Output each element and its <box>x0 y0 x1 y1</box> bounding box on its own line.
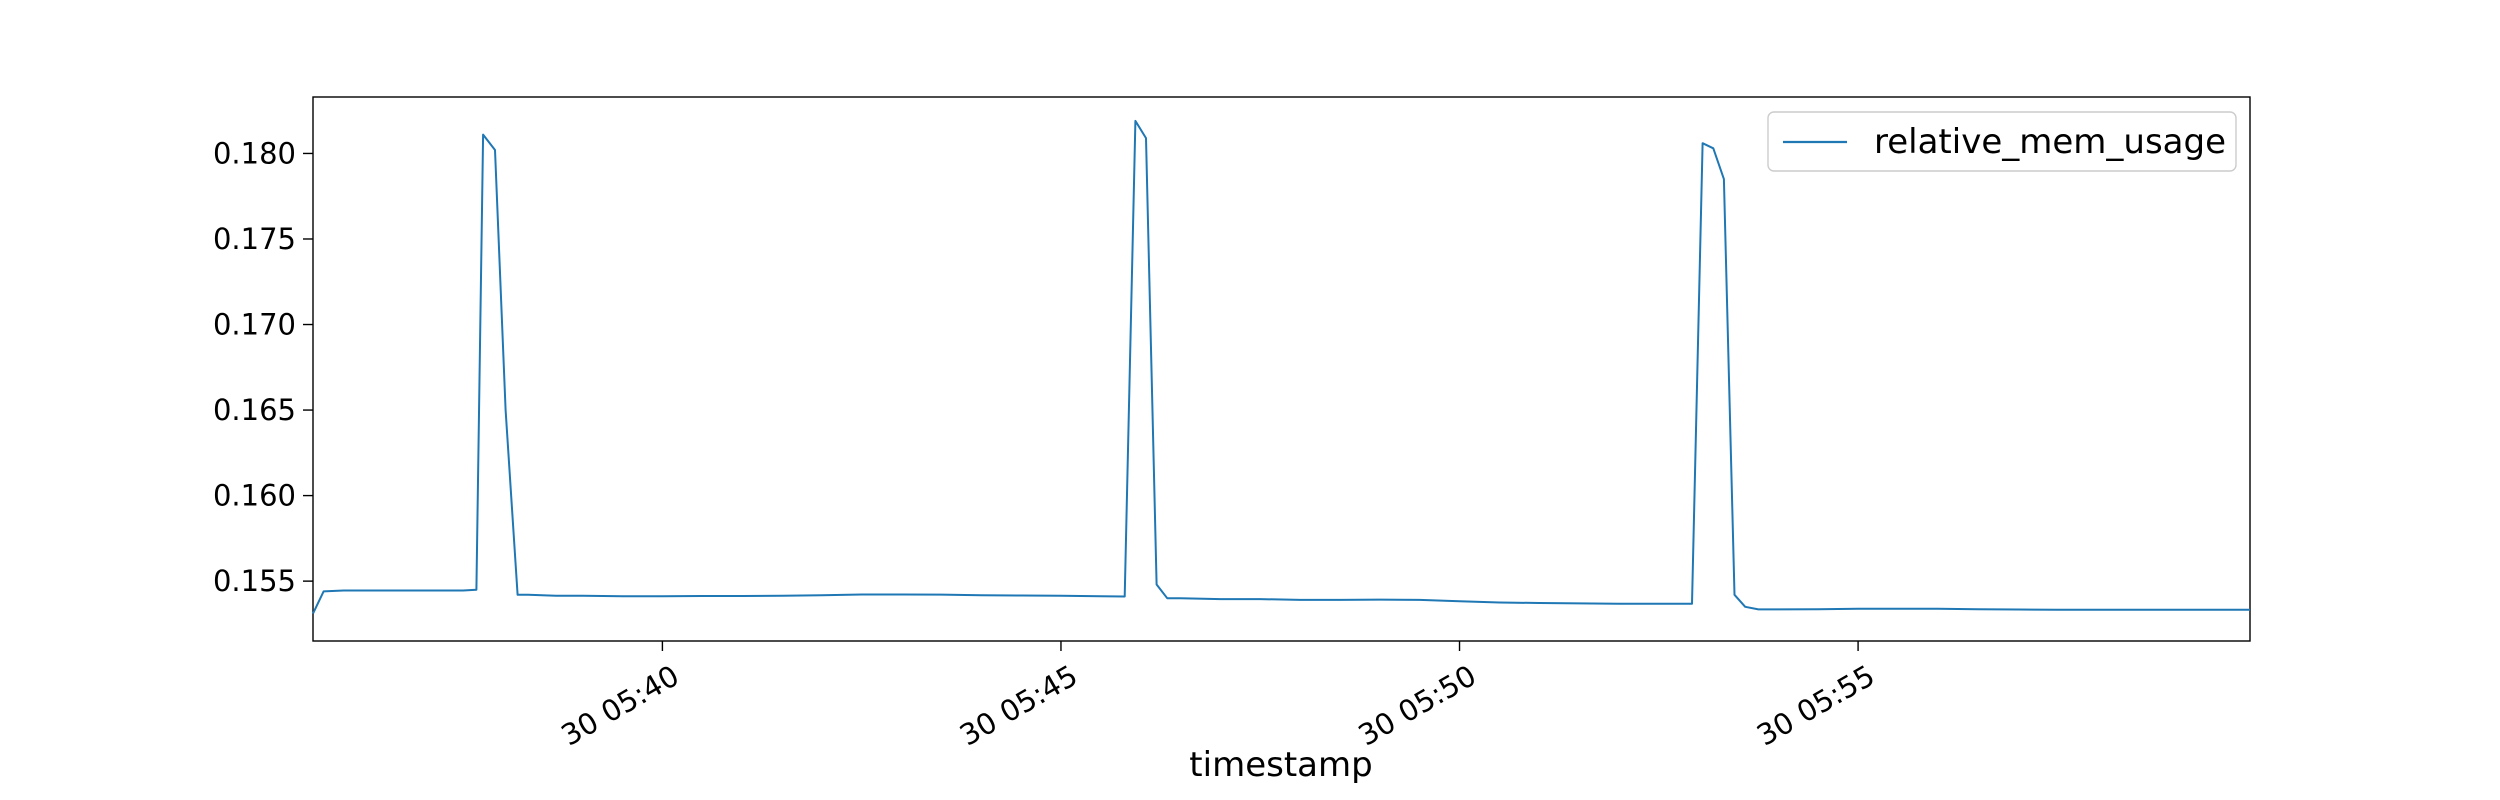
legend: relative_mem_usage <box>1767 111 2237 172</box>
x-axis-label: timestamp <box>1189 745 1372 785</box>
series-line-0 <box>312 119 2250 615</box>
y-tick-label: 0.180 <box>213 136 296 170</box>
y-tick-label: 0.170 <box>213 308 296 342</box>
y-tick-label: 0.160 <box>213 479 296 513</box>
y-tick-label: 0.165 <box>213 393 296 427</box>
y-axis: 0.155 0.160 0.165 0.170 0.175 0.180 <box>213 136 313 598</box>
series-layer <box>312 119 2250 615</box>
plot-frame <box>312 96 2251 642</box>
y-tick-label: 0.175 <box>213 222 296 256</box>
y-tick-label: 0.155 <box>213 564 296 598</box>
legend-label: relative_mem_usage <box>1874 122 2226 162</box>
legend-box <box>1767 111 2237 172</box>
